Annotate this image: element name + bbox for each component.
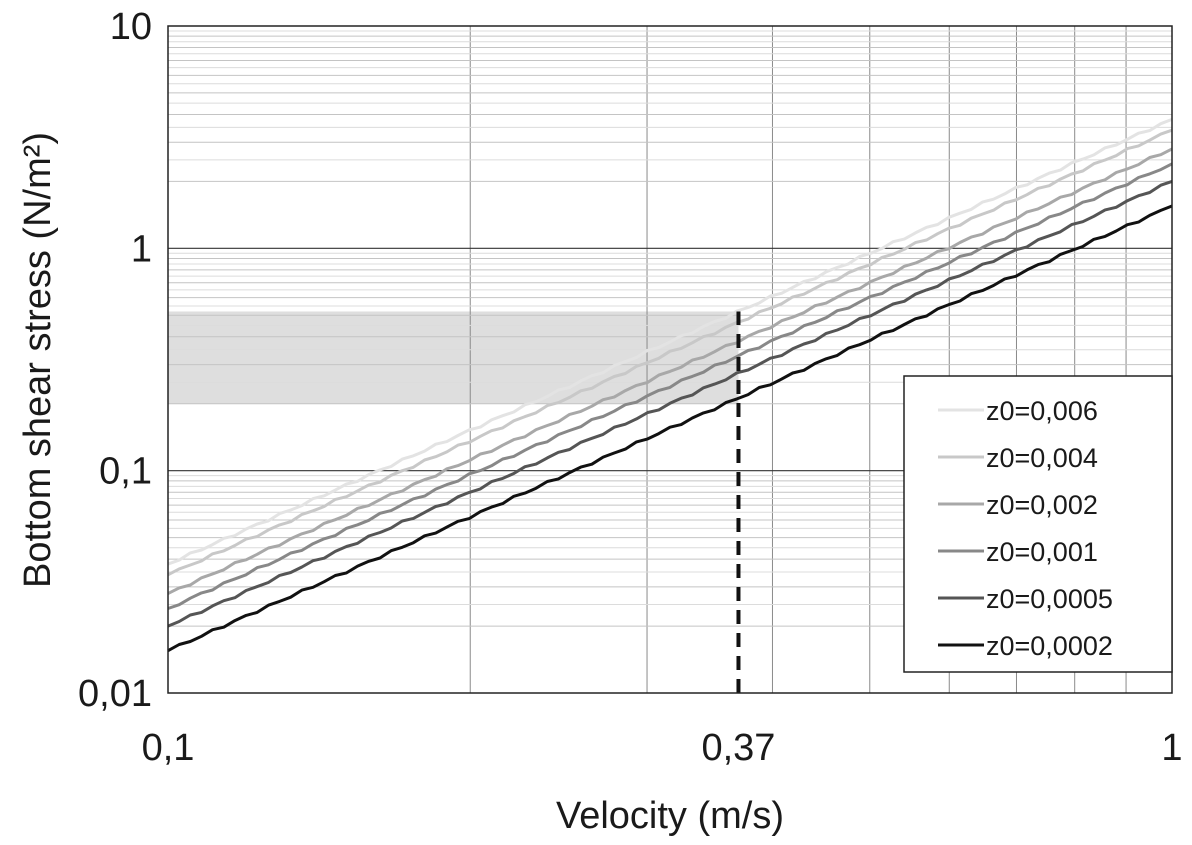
shaded-band [168, 311, 739, 404]
x-tick-label: 0,37 [701, 727, 775, 769]
series-line-2 [167, 147, 1173, 595]
y-tick-label: 1 [131, 228, 152, 270]
legend-label: z0=0,001 [986, 537, 1098, 567]
series-line-5 [167, 204, 1173, 653]
series-line-0 [167, 117, 1173, 566]
legend: z0=0,006 z0=0,004 z0=0,002 z0=0,001 z0=0,000… [903, 375, 1173, 673]
x-axis-ticks: 0,1 0,37 1 [142, 727, 1183, 769]
legend-label: z0=0,002 [986, 490, 1098, 520]
series-line-1 [167, 128, 1173, 577]
y-tick-label: 0,01 [78, 673, 152, 715]
y-axis-title: Bottom shear stress (N/m²) [17, 132, 59, 588]
legend-label: z0=0,0005 [986, 584, 1113, 614]
x-axis-title: Velocity (m/s) [556, 795, 784, 837]
legend-label: z0=0,004 [986, 443, 1098, 473]
series-line-3 [167, 162, 1173, 610]
plot-frame [167, 25, 1173, 694]
series-line-4 [167, 179, 1173, 628]
y-tick-label: 10 [110, 6, 152, 48]
series-lines [167, 117, 1173, 653]
y-tick-label: 0,1 [99, 451, 152, 493]
legend-label: z0=0,006 [986, 396, 1098, 426]
x-tick-label: 0,1 [142, 727, 195, 769]
x-tick-label: 1 [1161, 727, 1182, 769]
legend-box [903, 375, 1173, 673]
legend-label: z0=0,0002 [986, 631, 1113, 661]
y-axis-ticks: 0,01 0,1 1 10 [78, 6, 152, 715]
